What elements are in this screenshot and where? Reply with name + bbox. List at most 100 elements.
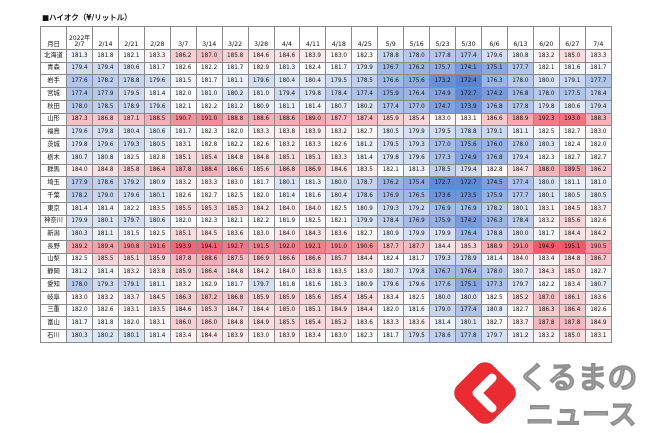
price-cell: 174.2 [455, 214, 482, 229]
price-cell: 179.7 [247, 278, 275, 292]
year-label: 2022年 [69, 34, 91, 42]
price-cell: 180.7 [584, 278, 613, 292]
price-cell: 183.1 [532, 201, 560, 216]
price-cell: 187.8 [558, 316, 586, 331]
price-cell: 179.4 [455, 163, 482, 178]
price-cell: 178.4 [584, 87, 613, 101]
price-cell: 184.9 [584, 316, 613, 331]
price-cell: 179.5 [325, 74, 353, 89]
price-cell: 183.4 [532, 252, 560, 267]
price-cell: 180.2 [91, 329, 119, 343]
price-cell: 182.7 [558, 125, 586, 140]
price-cell: 188.0 [532, 163, 560, 178]
price-cell: 190.7 [169, 112, 197, 127]
price-cell: 182.0 [221, 125, 249, 140]
price-cell: 179.2 [403, 201, 431, 216]
date-label: 2/7 [74, 40, 85, 48]
prefecture-label: 北海道 [40, 49, 67, 63]
table-row: 東京 181.4 181.4 182.2 183.5 185.5 185.3 185.3 184… [40, 201, 613, 216]
price-cell: 185.6 [247, 163, 275, 178]
prefecture-label: 岐阜 [40, 290, 67, 305]
price-cell: 179.9 [429, 227, 457, 242]
price-cell: 183.2 [532, 329, 560, 343]
price-cell: 182.3 [195, 214, 223, 229]
price-cell: 181.7 [532, 227, 560, 242]
price-cell: 185.4 [403, 112, 431, 127]
date-label: 7/4 [593, 40, 604, 48]
price-cell: 180.6 [143, 125, 171, 140]
price-cell: 180.4 [299, 74, 327, 89]
price-cell: 181.4 [143, 329, 171, 343]
price-cell: 185.2 [325, 316, 353, 331]
date-header: 3/7 [169, 26, 197, 50]
price-cell: 180.3 [532, 138, 560, 152]
price-cell: 182.8 [481, 163, 508, 178]
price-cell: 178.8 [117, 74, 145, 89]
price-cell: 179.3 [377, 201, 405, 216]
price-cell: 174.1 [455, 61, 482, 76]
table-body: 北海道 181.3 181.8 182.1 183.3 186.2 187.0 185.8 18… [40, 49, 613, 343]
price-cell: 184.4 [558, 227, 586, 242]
date-label: 6/13 [513, 40, 528, 48]
price-cell: 177.8 [506, 99, 534, 114]
price-cell: 182.1 [377, 163, 405, 178]
price-cell: 181.6 [299, 278, 327, 292]
price-cell: 179.1 [117, 278, 145, 292]
price-cell: 179.6 [377, 278, 405, 292]
price-cell: 180.0 [506, 227, 534, 242]
price-cell: 174.5 [481, 176, 508, 191]
price-cell: 186.3 [532, 303, 560, 318]
price-cell: 189.5 [558, 163, 586, 178]
price-cell: 183.1 [117, 303, 145, 318]
price-cell: 181.3 [273, 61, 301, 76]
price-cell: 187.1 [117, 112, 145, 127]
date-header: 6/20 [532, 26, 560, 50]
price-cell: 185.4 [351, 290, 379, 305]
price-cell: 172.7 [455, 87, 482, 101]
price-cell: 182.1 [532, 61, 560, 76]
price-cell: 183.0 [247, 329, 275, 343]
date-header: 4/4 [273, 26, 301, 50]
date-label: 6/20 [539, 40, 554, 48]
price-cell: 184.0 [273, 201, 301, 216]
price-cell: 180.0 [532, 74, 560, 89]
price-cell: 185.0 [273, 303, 301, 318]
price-cell: 188.9 [481, 240, 508, 254]
price-cell: 173.2 [429, 74, 457, 89]
date-header: 5/23 [429, 26, 457, 50]
price-cell: 184.9 [247, 316, 275, 331]
price-cell: 177.0 [403, 99, 431, 114]
price-cell: 182.8 [195, 138, 223, 152]
price-cell: 183.0 [325, 329, 353, 343]
price-cell: 181.6 [558, 61, 586, 76]
price-cell: 178.6 [351, 189, 379, 203]
price-cell: 181.7 [584, 61, 613, 76]
price-cell: 183.3 [325, 150, 353, 165]
price-cell: 182.0 [169, 214, 197, 229]
price-cell: 177.5 [558, 87, 586, 101]
price-cell: 179.6 [481, 49, 508, 63]
price-cell: 176.4 [455, 227, 482, 242]
price-cell: 184.0 [273, 265, 301, 280]
price-cell: 183.3 [584, 49, 613, 63]
price-cell: 183.3 [299, 138, 327, 152]
price-cell: 192.3 [532, 112, 560, 127]
price-cell: 183.7 [117, 290, 145, 305]
price-cell: 183.0 [429, 112, 457, 127]
price-cell: 180.7 [66, 150, 93, 165]
price-cell: 184.8 [221, 265, 249, 280]
price-cell: 181.6 [299, 189, 327, 203]
price-cell: 179.6 [66, 125, 93, 140]
price-cell: 175.6 [403, 74, 431, 89]
price-cell: 185.5 [169, 201, 197, 216]
price-cell: 182.2 [532, 278, 560, 292]
price-cell: 183.6 [351, 316, 379, 331]
prefecture-label: 新潟 [40, 227, 67, 242]
price-cell: 176.4 [455, 265, 482, 280]
price-cell: 180.6 [117, 61, 145, 76]
prefecture-label: 千葉 [40, 189, 67, 203]
price-cell: 180.9 [351, 201, 379, 216]
price-cell: 181.3 [403, 163, 431, 178]
price-cell: 179.5 [377, 138, 405, 152]
price-cell: 177.6 [429, 278, 457, 292]
